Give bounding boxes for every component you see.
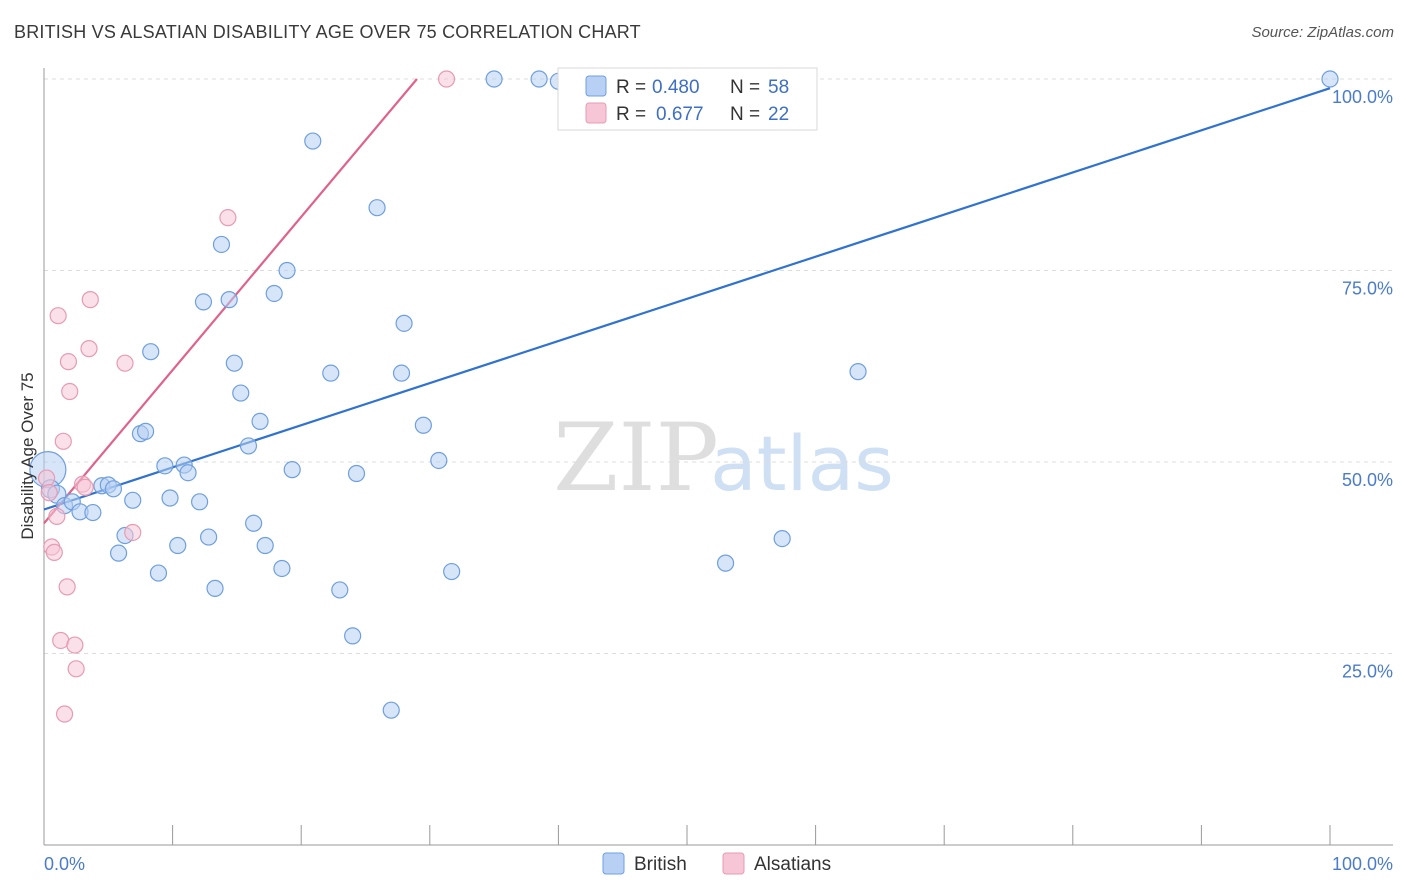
point-british-56 [849,363,867,381]
watermark-zip: ZIP [553,404,719,513]
point-british-50 [485,70,503,88]
legend-alsatians-r-value: 0.677 [656,104,704,125]
legend-british-r-label: R = [616,77,646,98]
y-axis-label: Disability Age Over 75 [18,372,37,539]
point-british-54 [716,554,735,572]
point-british-26 [212,235,231,254]
point-british-24 [200,528,218,546]
point-british-28 [225,354,243,372]
point-british-10 [109,544,128,562]
point-british-27 [220,291,238,309]
point-british-55 [773,529,791,548]
bottom-legend-swatch-british [602,852,625,875]
point-british-30 [239,437,258,455]
point-alsatians-19 [124,523,142,542]
point-alsatians-11 [61,382,79,401]
point-alsatians-17 [81,291,99,309]
point-alsatians-18 [116,354,134,372]
point-british-34 [265,284,283,303]
legend-british-n-value: 58 [768,77,789,98]
legend-alsatians-r-label: R = [616,104,646,125]
point-british-38 [304,132,322,150]
y-tick-label-0: 25.0% [1342,662,1393,682]
point-british-46 [395,314,413,332]
source-label: Source: ZipAtlas.com [1251,24,1394,41]
point-british-57 [1321,70,1339,88]
legend-alsatians-n-label: N = [730,104,760,125]
point-british-39 [322,364,340,382]
point-british-37 [283,461,301,479]
point-british-19 [169,536,187,555]
point-british-40 [331,581,349,599]
point-british-41 [344,627,362,645]
point-alsatians-13 [67,660,85,678]
legend-swatch-british [585,75,607,97]
data-points [29,70,1339,723]
point-alsatians-16 [80,340,98,358]
point-british-14 [136,422,155,440]
point-alsatians-1 [40,484,58,502]
legend-alsatians-n-value: 22 [768,104,789,125]
point-alsatians-0 [37,469,56,487]
point-british-25 [206,579,224,597]
watermark-atlas: atlas [710,419,894,508]
trend-line-british [43,87,1331,511]
point-british-17 [156,457,174,475]
point-alsatians-7 [54,432,72,450]
y-tick-label-1: 50.0% [1342,470,1393,490]
point-british-22 [191,493,209,511]
point-alsatians-4 [48,507,66,525]
point-alsatians-21 [437,70,456,88]
point-british-35 [273,559,291,578]
point-alsatians-9 [58,578,76,596]
point-alsatians-5 [49,307,67,325]
point-alsatians-8 [55,705,74,723]
point-british-16 [149,564,168,582]
bottom-legend-swatch-alsatians [722,852,745,875]
point-british-49 [443,562,461,581]
point-alsatians-6 [52,631,70,650]
y-tick-label-3: 100.0% [1332,87,1393,107]
series-legend: British Alsatians [602,852,831,875]
stats-legend: R = 0.480 N = 58 R = 0.677 N = 22 [557,67,818,131]
point-british-23 [194,293,213,311]
legend-swatch-alsatians [585,102,607,124]
legend-british-r-value: 0.480 [652,77,700,98]
point-british-29 [232,384,250,402]
point-alsatians-10 [59,353,78,371]
point-british-9 [104,480,123,498]
chart-title: BRITISH VS ALSATIAN DISABILITY AGE OVER … [14,22,641,42]
point-british-15 [142,343,160,361]
point-british-51 [530,70,548,88]
point-british-42 [347,464,366,483]
point-alsatians-20 [219,209,237,227]
point-british-43 [368,199,386,217]
x-tick-max: 100.0% [1332,854,1393,874]
point-british-6 [84,503,102,522]
y-tick-labels: 25.0% 50.0% 75.0% 100.0% [1332,87,1393,682]
point-alsatians-3 [45,543,63,561]
point-british-45 [392,364,411,382]
point-alsatians-12 [66,636,84,654]
point-british-47 [414,416,432,434]
point-british-48 [430,451,448,470]
point-british-36 [278,261,296,280]
point-british-33 [256,536,274,555]
bottom-legend-british: British [634,854,687,875]
point-british-31 [245,514,263,532]
point-british-12 [124,491,142,509]
point-british-21 [179,464,197,482]
point-british-44 [382,701,400,719]
y-tick-label-2: 75.0% [1342,279,1393,299]
point-alsatians-15 [76,478,94,496]
legend-british-n-label: N = [730,77,760,98]
point-british-18 [161,489,179,507]
point-british-32 [251,412,269,431]
x-tick-min: 0.0% [44,854,85,874]
bottom-legend-alsatians: Alsatians [754,854,831,875]
